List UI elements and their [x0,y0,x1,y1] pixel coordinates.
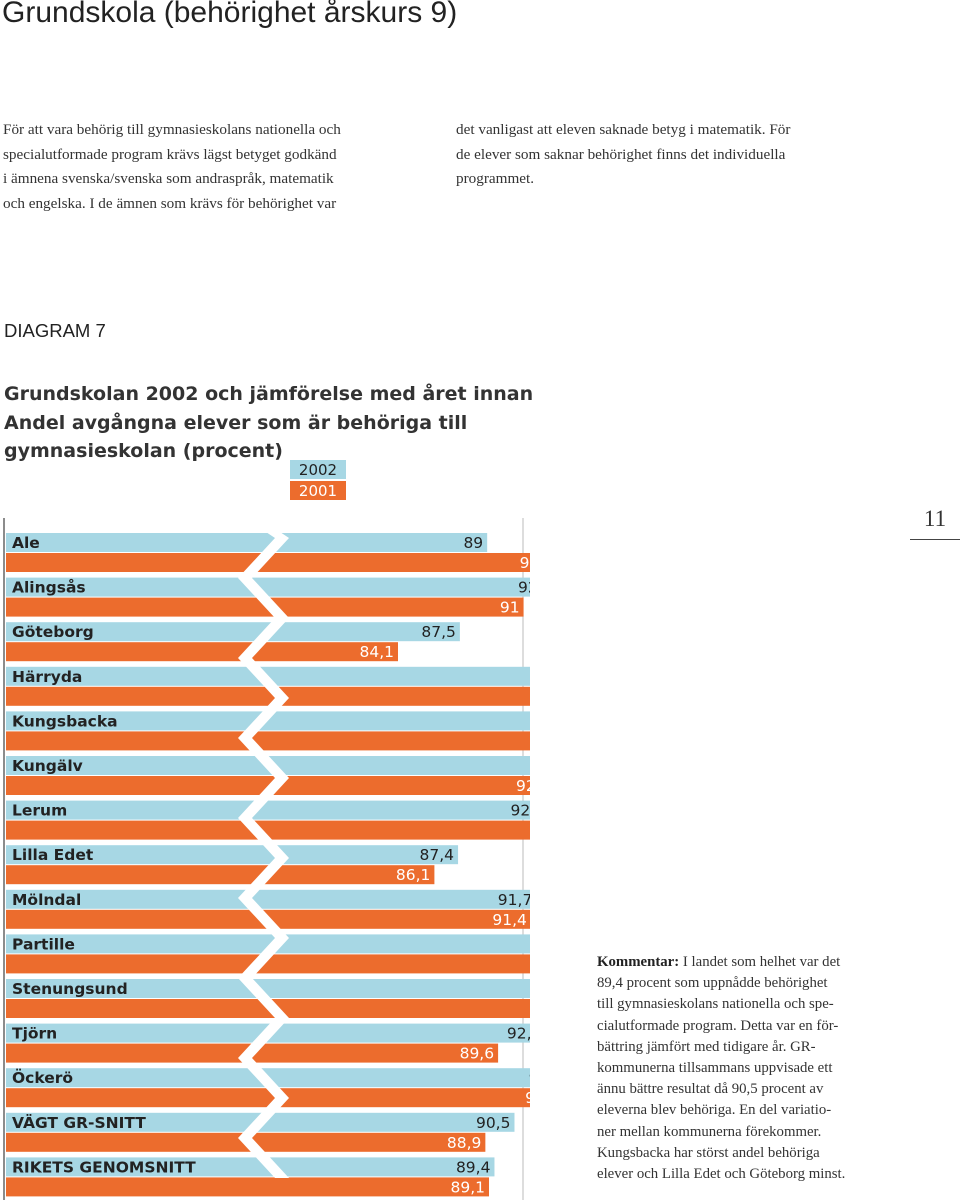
category-label: Mölndal [12,891,81,909]
legend-item-2001-swatch [290,481,346,500]
category-label: Ale [12,534,40,552]
bar-2001 [6,642,398,662]
bar-2002 [6,533,488,552]
bar-2001 [6,1177,489,1197]
chart-title-line: gymnasieskolan (procent) [4,440,283,462]
data-label-2001: 93,2 [525,1089,530,1107]
category-labels: Ale Alingsås Göteborg Härryda Kungsbacka Kung… [12,534,196,1176]
data-label-2002: 91,7 [498,891,530,909]
comment-line: Kungsbacka har störst andel behöriga [597,1144,820,1161]
comment-line: eleverna blev behöriga. En del variatio- [597,1102,832,1119]
chart-title-line: Andel avgångna elever som är behöriga ti… [4,411,468,434]
bar-2001 [6,820,530,840]
bar-2002 [6,577,530,597]
comment-line: 89,4 procent som uppnådde behörighet [597,975,828,992]
category-label: Tjörn [12,1025,57,1043]
axis-break-band [238,518,289,1178]
bar-2002 [6,711,530,731]
category-label: Alingsås [12,578,86,597]
legend-item-2002-label: 2002 [299,461,337,479]
comment-line-first: Kommentar: I landet som helhet var det [597,952,879,973]
data-label-2002: 89 [463,534,483,552]
data-label-2001: 84,1 [359,643,394,661]
intro-text-left: För att vara behörig till gymnasieskolan… [3,118,423,217]
category-label: Stenungsund [12,980,128,998]
category-label: RIKETS GENOMSNITT [12,1158,196,1176]
data-label-2001: 91,4 [492,911,527,929]
intro-line: de elever som saknar behörighet finns de… [456,145,786,163]
comment-line: bättring jämfört med tidigare år. GR- [597,1038,816,1055]
bar-2002 [6,979,530,998]
data-label-2002: 87,5 [421,623,456,641]
category-label: Lerum [12,802,67,820]
bar-2002 [6,800,530,820]
data-label-2002: 87,4 [420,846,455,864]
bar-2001 [6,954,530,974]
category-label: VÄGT GR-SNITT [12,1113,146,1132]
comment-line: kommunerna tillsammans uppvisade ett [597,1060,833,1077]
intro-line: det vanligast att eleven saknade betyg i… [456,121,791,138]
intro-line: i ämnena svenska/svenska som andraspråk,… [3,170,334,188]
data-label-2001: 86,1 [396,866,431,884]
diagram-label: DIAGRAM 7 [4,320,106,341]
bar-2001 [6,553,530,572]
bar-2001 [6,865,435,885]
intro-line: programmet. [456,170,535,188]
category-label: Kungälv [12,757,83,775]
value-labels: 8992,9929187,584,193,993,695,694,193,892… [359,534,530,1196]
bar-2002 [6,845,459,865]
bar-2001 [6,597,524,617]
comment-line: cialutformade program. Detta var en för- [597,1017,839,1034]
category-label: Öckerö [12,1068,73,1087]
data-label-2001: 88,9 [447,1134,482,1152]
bar-2002 [6,889,530,909]
comment-line: elever och Lilla Edet och Göteborg minst… [597,1166,846,1183]
comment-box: Kommentar: I landet som helhet var det 8… [597,952,879,1185]
bar-2001 [6,731,530,751]
category-label: Kungsbacka [12,712,118,730]
intro-line: För att vara behörig till gymnasieskolan… [3,121,341,138]
category-label: Lilla Edet [12,846,94,864]
bar-2001 [6,686,530,706]
bar-2001 [6,1088,530,1108]
data-label-2002: 92,4 [511,802,530,820]
data-label-2001: 91 [500,599,520,617]
bar-2002 [6,934,530,954]
chart-title: Grundskolan 2002 och jämförelse med året… [4,380,533,466]
data-label-2002: 92 [518,579,530,597]
intro-line: och engelska. I de ämnen som krävs för b… [3,195,337,213]
data-label-2002: 92,2 [507,1025,530,1043]
comment-heading: Kommentar: [597,954,680,970]
intro-text-right: det vanligast att eleven saknade betyg i… [456,118,896,192]
bar-2002 [6,1157,495,1177]
comment-line: ner mellan kommunerna förekommer. [597,1123,822,1140]
legend-item-2002-swatch [290,460,346,479]
data-label-2001: 89,6 [460,1045,495,1063]
comment-line: till gymnasieskolans nationella och spe- [597,996,834,1013]
intro-line: specialutformade program krävs lägst bet… [3,145,337,163]
data-label-2002: 89,4 [456,1158,491,1176]
data-label-2002: 90,5 [476,1114,511,1132]
page-title: Grundskola (behörighet årskurs 9) [2,0,458,29]
category-label: Partille [12,935,75,953]
comment-line: ännu bättre resultat då 90,5 procent av [597,1081,824,1098]
bar-chart: 200220018992,9929187,584,193,993,695,694… [3,460,530,1200]
data-label-2001: 92,9 [520,554,530,572]
category-label: Härryda [12,668,82,686]
bar-2002 [6,622,460,642]
data-label-2001: 92,7 [516,777,530,795]
comment-line: I landet som helhet var det [682,954,841,970]
category-label: Göteborg [12,623,94,641]
chart-title-line: Grundskolan 2002 och jämförelse med året… [4,383,534,405]
page-number: 11 [910,506,960,540]
chart-legend: 2002 2001 [290,460,346,500]
bar-2001 [6,776,530,795]
data-label-2001: 89,1 [450,1178,485,1196]
legend-item-2001-label: 2001 [299,482,337,500]
data-label-2002: 93,4 [529,1069,530,1087]
